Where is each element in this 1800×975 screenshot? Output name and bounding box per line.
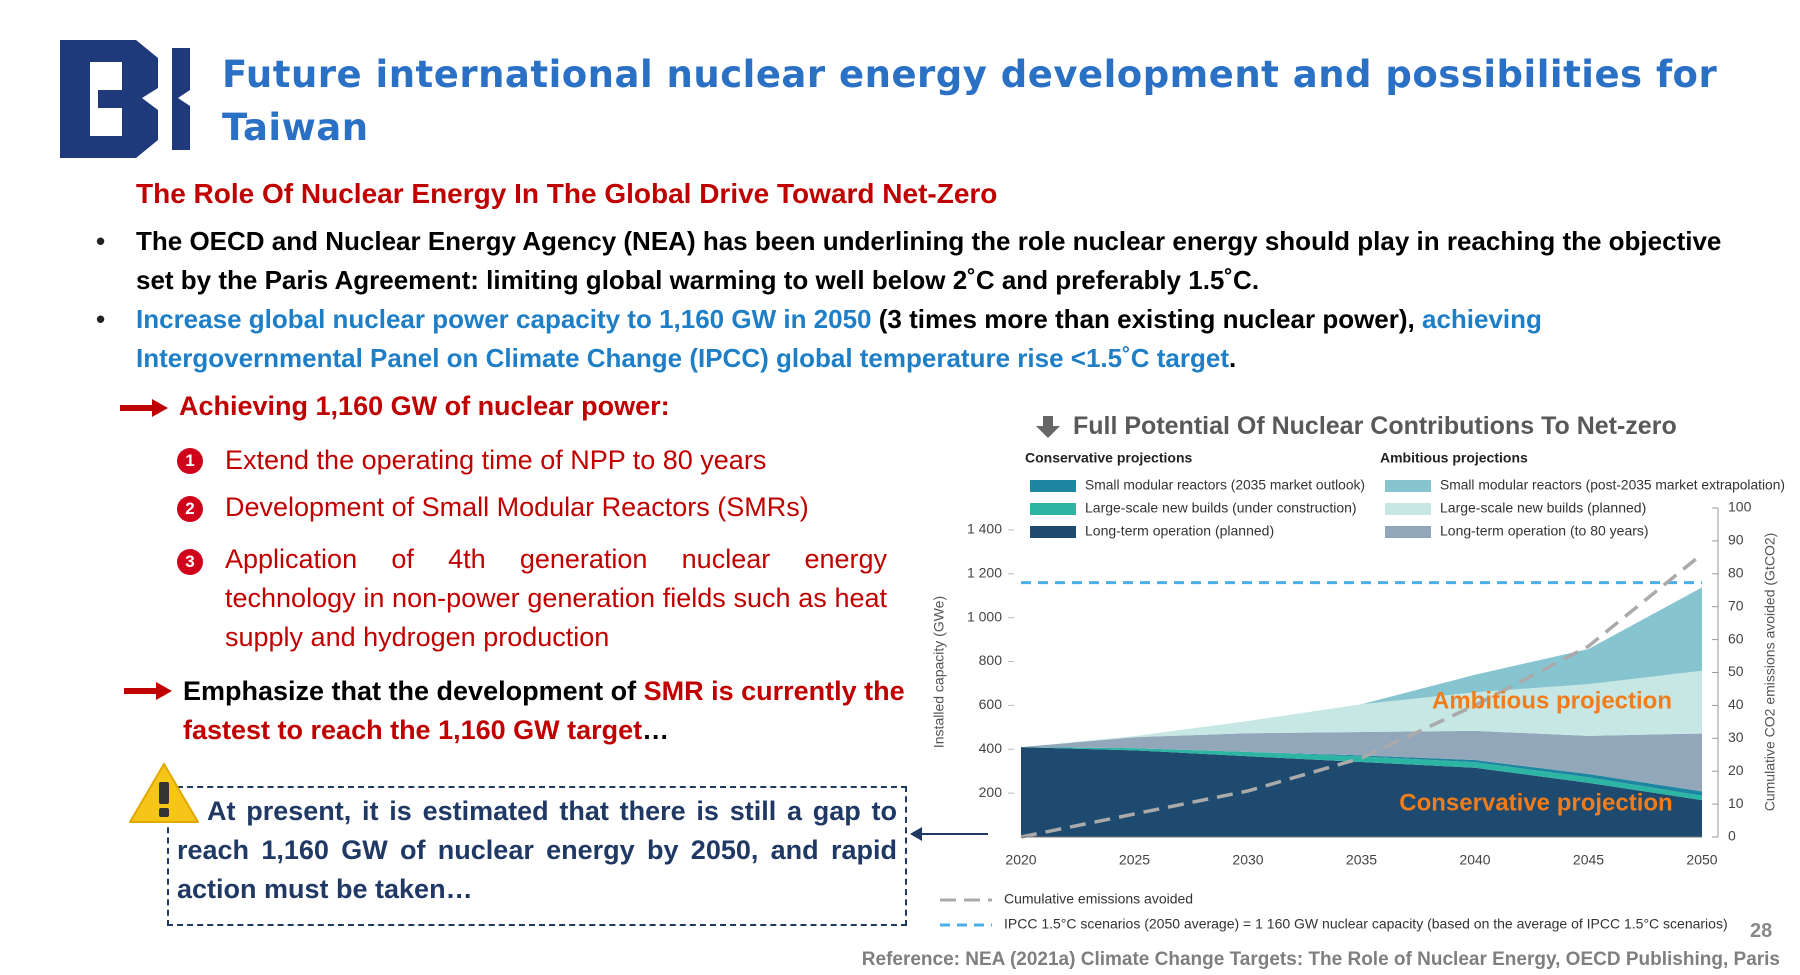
y-tick-label: 400	[979, 740, 1003, 756]
legend-label: Cumulative emissions avoided	[1004, 891, 1193, 907]
area	[1021, 730, 1702, 792]
y-tick-label: 1 000	[967, 608, 1002, 624]
badge: 2	[177, 496, 203, 522]
chart-title: Full Potential Of Nuclear Contributions …	[1073, 412, 1677, 440]
text: (3 times more than existing nuclear powe…	[871, 304, 1422, 334]
legend-group: Ambitious projections	[1380, 450, 1528, 466]
area	[1021, 747, 1702, 796]
x-tick-label: 2030	[1232, 852, 1263, 868]
arrow	[120, 399, 168, 417]
warning-box: At present, it is estimated that there i…	[167, 786, 907, 926]
text: achieving Intergovernmental Panel on Cli…	[136, 304, 1542, 373]
legend-label: IPCC 1.5°C scenarios (2050 average) = 1 …	[1004, 916, 1728, 932]
y2-tick-label: 90	[1728, 532, 1744, 548]
area	[1021, 747, 1702, 801]
y2-tick-label: 70	[1728, 597, 1744, 613]
legend-swatch	[1030, 503, 1076, 515]
bullet: Increase global nuclear power capacity t…	[96, 300, 1756, 378]
y-tick-label: 800	[979, 652, 1003, 668]
text: Application of 4th generation nuclear en…	[225, 544, 887, 652]
arrow	[910, 827, 988, 841]
x-tick-label: 2040	[1459, 852, 1490, 868]
page-number: 28	[1750, 920, 1773, 942]
y-axis-title: Installed capacity (GWe)	[931, 596, 947, 748]
y-tick-label: 1 200	[967, 565, 1002, 581]
item: 2 Development of Small Modular Reactors (…	[177, 488, 809, 527]
arrow	[124, 682, 172, 700]
annotation: Ambitious projection	[1432, 687, 1672, 714]
x-tick-label: 2035	[1346, 852, 1377, 868]
area	[1021, 747, 1702, 837]
legend-label: Long-term operation (planned)	[1085, 523, 1274, 539]
legend-label: Small modular reactors (post-2035 market…	[1440, 477, 1785, 493]
legend-label: Long-term operation (to 80 years)	[1440, 523, 1649, 539]
slide-title: Future international nuclear energy deve…	[222, 53, 1718, 149]
section-title: The Role Of Nuclear Energy In The Global…	[136, 178, 998, 209]
legend-label: Small modular reactors (2035 market outl…	[1085, 477, 1365, 493]
legend-swatch	[1385, 480, 1431, 492]
y2-tick-label: 20	[1728, 762, 1744, 778]
y2-tick-label: 30	[1728, 729, 1744, 745]
area	[1021, 670, 1702, 748]
y2-tick-label: 10	[1728, 795, 1744, 811]
x-tick-label: 2025	[1119, 852, 1150, 868]
warning-icon	[129, 763, 199, 823]
y-tick-label: 1 400	[967, 521, 1002, 537]
text: Increase global nuclear power capacity t…	[136, 304, 872, 334]
x-tick-label: 2020	[1005, 852, 1036, 868]
legend-label: Large-scale new builds (planned)	[1440, 500, 1646, 516]
legend-swatch	[1385, 503, 1431, 515]
text: Emphasize that the development of	[183, 676, 644, 706]
y2-tick-label: 100	[1728, 499, 1752, 515]
reference: Reference: NEA (2021a) Climate Change Ta…	[861, 949, 1780, 970]
warning-text: At present, it is estimated that there i…	[177, 796, 897, 904]
legend-swatch	[1030, 526, 1076, 538]
x-tick-label: 2050	[1686, 852, 1717, 868]
text: Development of Small Modular Reactors (S…	[225, 492, 809, 522]
legend-swatch	[1385, 526, 1431, 538]
item: 3 Application of 4th generation nuclear e…	[177, 540, 887, 657]
bullet: The OECD and Nuclear Energy Agency (NEA)…	[96, 222, 1756, 300]
y-tick-label: 200	[979, 784, 1003, 800]
legend-label: Large-scale new builds (under constructi…	[1085, 500, 1357, 516]
text: .	[1228, 343, 1237, 373]
emphasis: Emphasize that the development of SMR is…	[183, 672, 928, 750]
down-arrow	[1036, 416, 1060, 438]
y-tick-label: 600	[979, 696, 1003, 712]
x-tick-label: 2045	[1573, 852, 1604, 868]
text: Extend the operating time of NPP to 80 y…	[225, 445, 767, 475]
line	[1020, 552, 1704, 839]
y2-tick-label: 60	[1728, 630, 1744, 646]
y2-tick-label: 80	[1728, 565, 1744, 581]
item: 1 Extend the operating time of NPP to 80 …	[177, 441, 767, 480]
heading: Achieving 1,160 GW of nuclear power:	[179, 391, 670, 421]
y2-tick-label: 0	[1728, 828, 1736, 844]
text: …	[642, 715, 670, 745]
y2-tick-label: 40	[1728, 696, 1744, 712]
badge: 1	[177, 448, 203, 474]
y2-axis-title: Cumulative CO2 emissions avoided (GtCO2)	[1762, 533, 1778, 812]
legend-swatch	[1030, 480, 1076, 492]
y2-tick-label: 50	[1728, 663, 1744, 679]
area	[1021, 587, 1702, 748]
annotation: Conservative projection	[1399, 789, 1672, 816]
badge: 3	[177, 549, 203, 575]
logo	[60, 40, 190, 158]
text: SMR is currently the fastest to reach th…	[183, 676, 905, 745]
legend-group: Conservative projections	[1025, 450, 1192, 466]
